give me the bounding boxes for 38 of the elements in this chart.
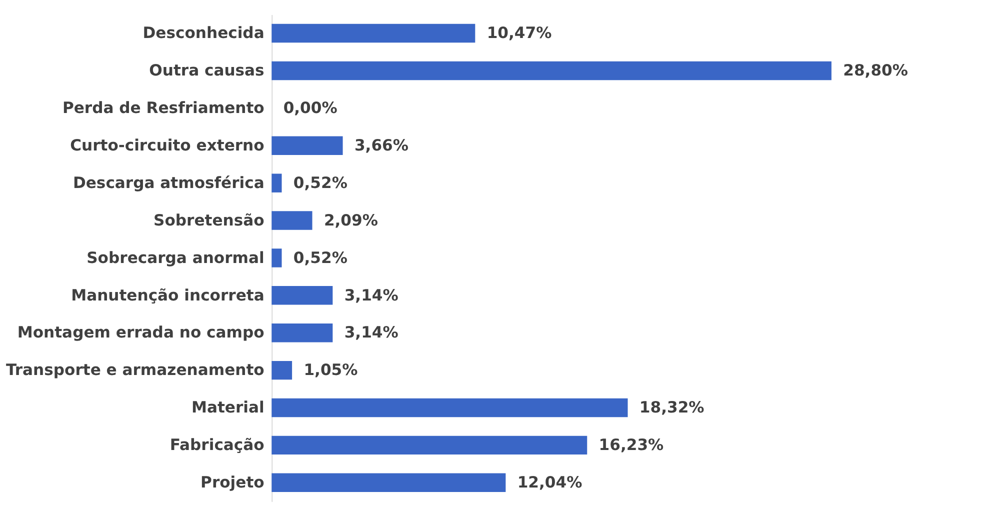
bar	[272, 136, 343, 155]
data-label: 28,80%	[843, 62, 908, 80]
y-tick-label: Descarga atmosférica	[72, 174, 264, 192]
data-label: 0,52%	[293, 248, 348, 267]
bar	[272, 473, 506, 492]
data-label: 0,52%	[293, 174, 348, 192]
y-tick-label: Desconhecida	[142, 24, 264, 42]
bar	[272, 360, 292, 380]
bar	[272, 24, 476, 43]
data-label: 3,14%	[344, 324, 399, 342]
bar	[272, 211, 312, 230]
y-tick-label: Manutenção incorreta	[71, 286, 264, 304]
y-tick-label: Projeto	[200, 474, 265, 492]
bar	[272, 174, 282, 192]
bar	[272, 436, 588, 455]
data-label: 3,66%	[354, 136, 409, 154]
y-tick-label: Sobrecarga anormal	[86, 248, 264, 267]
bar	[272, 61, 832, 80]
bar	[272, 286, 333, 305]
data-label: 18,32%	[639, 398, 705, 417]
bar	[272, 248, 282, 268]
y-tick-label: Curto-circuito externo	[70, 136, 265, 154]
data-label: 10,47%	[486, 24, 552, 42]
data-label: 16,23%	[598, 436, 664, 454]
data-label: 1,05%	[304, 361, 358, 380]
y-tick-label: Transporte e armazenamento	[6, 361, 265, 380]
data-label: 2,09%	[324, 211, 378, 230]
y-tick-label: Sobretensão	[154, 211, 265, 230]
data-label: 3,14%	[344, 286, 399, 304]
y-tick-label: Outra causas	[149, 62, 264, 80]
y-tick-label: Material	[192, 398, 264, 417]
data-label: 0,00%	[283, 99, 338, 118]
y-tick-label: Perda de Resfriamento	[62, 99, 265, 118]
bar	[272, 323, 333, 342]
y-tick-label: Montagem errada no campo	[17, 324, 265, 342]
bar	[272, 398, 628, 418]
data-label: 12,04%	[517, 474, 583, 492]
y-tick-label: Fabricação	[170, 436, 265, 454]
